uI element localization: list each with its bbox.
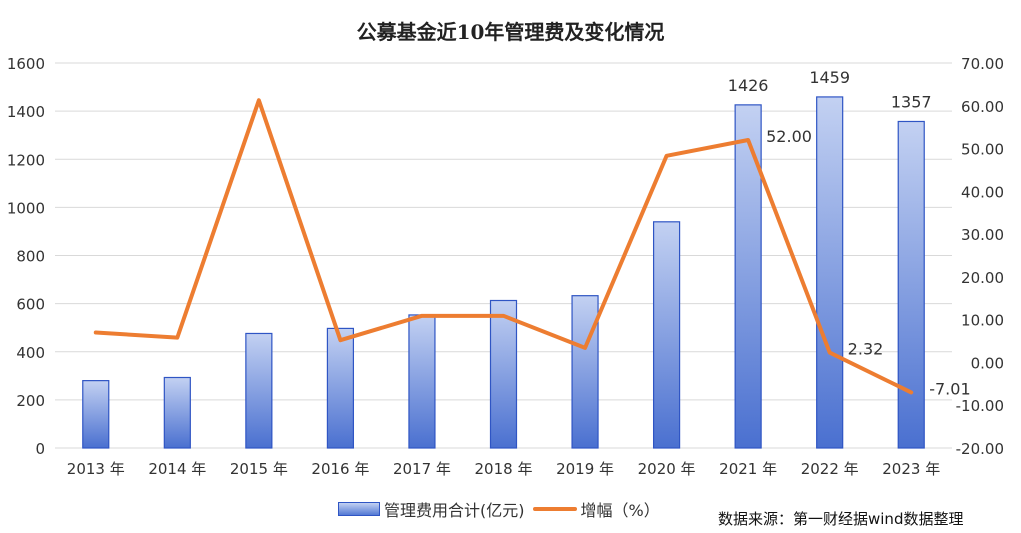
- bar: [326, 327, 355, 449]
- left-tick-label: 800: [16, 248, 45, 266]
- x-tick-label: 2022 年: [801, 460, 859, 478]
- right-tick-label: -20.00: [956, 440, 1004, 458]
- legend-line-item: 增幅（%）: [532, 497, 660, 521]
- right-tick-label: 0.00: [971, 354, 1004, 372]
- bar: [816, 96, 844, 449]
- left-tick-label: 1200: [7, 151, 45, 169]
- right-tick-label: 50.00: [961, 141, 1004, 159]
- legend-bar-swatch: [338, 502, 380, 516]
- right-axis: -20.00 -10.00 0.00 10.00 20.00 30.00 40.00 50.0…: [956, 55, 1004, 458]
- bar-data-label: 1426: [728, 76, 769, 95]
- bar: [571, 295, 599, 449]
- legend-bar-label: 管理费用合计(亿元): [384, 501, 525, 520]
- x-tick-label: 2017 年: [393, 460, 451, 478]
- x-tick-label: 2016 年: [311, 460, 369, 478]
- bar: [734, 104, 762, 449]
- left-tick-label: 200: [16, 392, 45, 410]
- bar: [245, 332, 273, 449]
- chart-title: 公募基金近10年管理费及变化情况: [356, 20, 665, 44]
- right-tick-label: 70.00: [961, 55, 1004, 73]
- line-data-label: -7.01: [929, 379, 970, 398]
- x-tick-label: 2013 年: [67, 460, 125, 478]
- line-data-label: 2.32: [848, 340, 884, 359]
- left-tick-label: 400: [16, 344, 45, 362]
- left-tick-label: 600: [16, 296, 45, 314]
- source-note: 数据来源：第一财经据wind数据整理: [718, 510, 964, 528]
- bar-data-label: 1459: [809, 68, 850, 87]
- x-tick-label: 2019 年: [556, 460, 614, 478]
- bar: [489, 299, 518, 449]
- bar-series: [82, 96, 925, 449]
- x-tick-label: 2014 年: [148, 460, 206, 478]
- x-tick-label: 2015 年: [230, 460, 288, 478]
- legend-bar-item: 管理费用合计(亿元): [338, 497, 525, 521]
- right-tick-label: 10.00: [961, 312, 1004, 330]
- bar-data-label: 1357: [891, 92, 932, 111]
- legend-line-label: 增幅（%）: [580, 501, 660, 520]
- legend: 管理费用合计(亿元) 增幅（%）: [338, 497, 668, 521]
- legend-line-swatch: [532, 507, 577, 511]
- data-labels: 1426 1459 1357 52.00 2.32 -7.01: [728, 68, 971, 399]
- right-tick-label: 60.00: [961, 98, 1004, 116]
- left-tick-label: 1600: [7, 55, 45, 73]
- x-tick-label: 2020 年: [638, 460, 696, 478]
- right-tick-label: 30.00: [961, 226, 1004, 244]
- left-tick-label: 1000: [7, 199, 45, 217]
- bar: [408, 314, 436, 449]
- left-tick-label: 1400: [7, 103, 45, 121]
- bar: [897, 120, 925, 449]
- x-tick-label: 2021 年: [719, 460, 777, 478]
- line-data-label: 52.00: [766, 127, 812, 146]
- right-tick-label: 20.00: [961, 269, 1004, 287]
- left-tick-label: 0: [35, 440, 45, 458]
- right-tick-label: -10.00: [956, 397, 1004, 415]
- line-series: [93, 98, 914, 395]
- x-axis-labels: 2013 年 2014 年 2015 年 2016 年 2017 年 2018 年 2019…: [67, 460, 940, 478]
- bar: [652, 221, 681, 449]
- bar: [82, 380, 110, 449]
- x-tick-label: 2023 年: [882, 460, 940, 478]
- x-tick-label: 2018 年: [475, 460, 533, 478]
- right-tick-label: 40.00: [961, 183, 1004, 201]
- left-axis: 0 200 400 600 800 1000 1200 1400 1600: [7, 55, 45, 458]
- bar: [163, 376, 191, 449]
